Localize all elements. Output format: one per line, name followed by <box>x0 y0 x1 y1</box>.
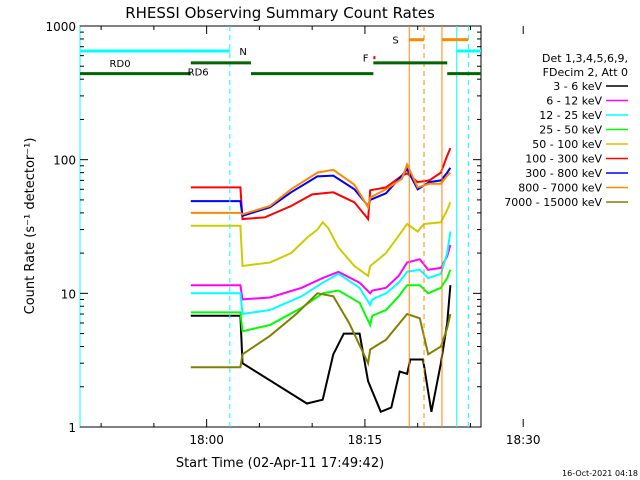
legend-header: Det 1,3,4,5,6,9, <box>542 52 628 65</box>
x-axis-label: Start Time (02-Apr-11 17:49:42) <box>176 456 384 471</box>
legend-header: FDecim 2, Att 0 <box>543 66 628 79</box>
series-line-25-50-kev <box>190 269 452 333</box>
status-bars-layer <box>80 38 481 76</box>
vertical-lines-layer <box>79 26 469 427</box>
x-tick-label: 18:30 <box>506 433 541 447</box>
legend: Det 1,3,4,5,6,9,FDecim 2, Att 03 - 6 keV… <box>504 52 628 209</box>
x-tick-label: 18:00 <box>189 433 224 447</box>
x-tick-label: 18:15 <box>348 433 383 447</box>
y-axis-label: Count Rate (s⁻¹ detector⁻¹) <box>23 138 38 315</box>
chart-title: RHESSI Observing Summary Count Rates <box>125 4 435 22</box>
series-line-12-25-kev <box>190 231 452 316</box>
y-tick-label: 1000 <box>45 20 76 34</box>
legend-entry-label: 12 - 25 keV <box>539 109 602 122</box>
series-line-50-100-kev <box>190 201 452 278</box>
legend-entry-label: 6 - 12 keV <box>546 95 602 108</box>
series-line-800-7000-kev <box>190 161 452 216</box>
annotation-n: N <box>239 47 246 58</box>
legend-entry-label: 300 - 800 keV <box>525 167 602 180</box>
annotation-f: F <box>363 54 369 65</box>
legend-entry-label: 800 - 7000 keV <box>518 182 602 195</box>
legend-entry-label: 100 - 300 keV <box>525 153 602 166</box>
legend-entry-label: 7000 - 15000 keV <box>504 196 602 209</box>
series-line-7000-15000-kev <box>190 292 452 369</box>
legend-entry-label: 25 - 50 keV <box>539 124 602 137</box>
annotation-rd6: RD6 <box>188 68 209 79</box>
series-line-3-6-kev <box>190 285 452 414</box>
series-layer <box>190 147 452 414</box>
annotation-s: S <box>392 36 398 47</box>
y-tick-label: 1 <box>68 421 76 435</box>
annotation-rd0: RD0 <box>110 59 131 70</box>
footer-date: 16-Oct-2021 04:18 <box>562 469 638 478</box>
y-tick-label: 10 <box>61 287 76 301</box>
legend-entry-label: 50 - 100 keV <box>532 138 602 151</box>
legend-entry-label: 3 - 6 keV <box>553 80 602 93</box>
y-tick-label: 100 <box>53 154 76 168</box>
annotations-layer: N RD0 RD6 F S <box>110 36 399 79</box>
series-line-6-12-kev <box>190 244 452 301</box>
